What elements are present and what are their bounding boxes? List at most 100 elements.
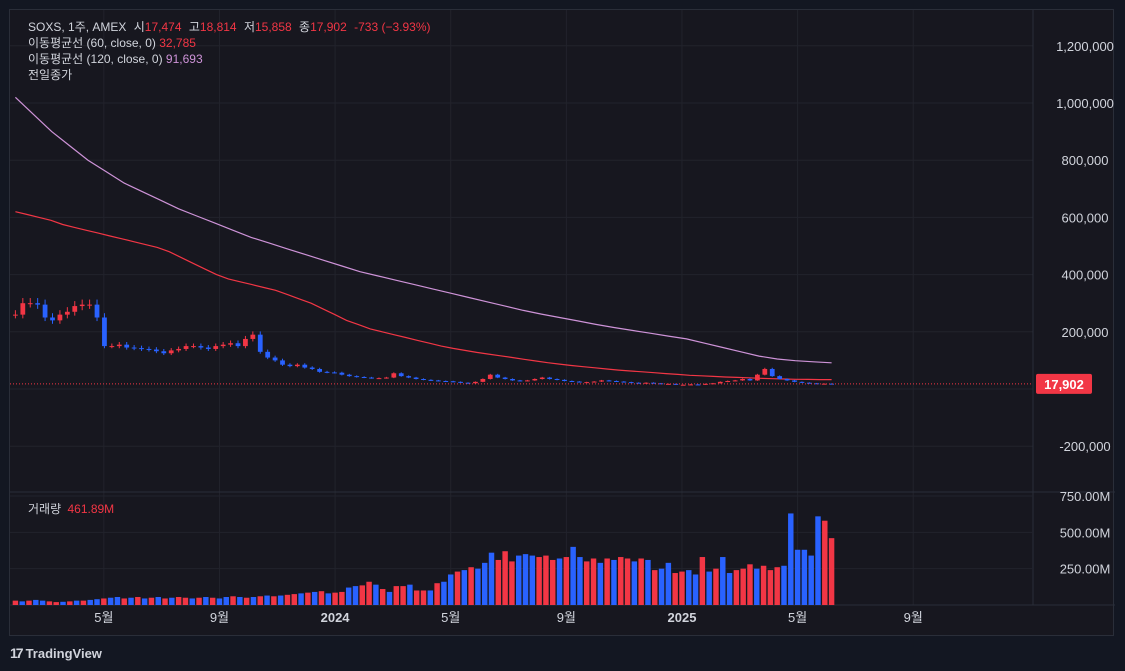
low-label: 저 [243,20,255,34]
time-tick-label: 5월 [441,610,460,625]
volume-bar [155,597,161,605]
candle-body [621,381,627,383]
volume-bar [298,593,304,605]
volume-bar [196,597,202,605]
volume-bar [284,594,291,605]
candle-body [243,338,248,347]
last-price-label: 17,902 [1044,377,1084,392]
volume-bar [189,598,195,605]
ma60-value: 32,785 [159,36,196,50]
volume-bar [754,568,760,605]
volume-bar [277,595,284,605]
volume-bar [345,587,352,605]
candle-body [250,334,256,339]
candle-body [20,303,26,315]
candle-body [443,380,449,382]
price-tick-label: 800,000 [1062,153,1109,168]
volume-bar [543,555,549,605]
candle-body [294,364,300,367]
volume-bar [135,597,141,605]
volume-bar [60,601,66,605]
candle-body [228,343,233,345]
candle-body [235,343,241,347]
volume-bar [53,602,59,605]
prev-close-legend[interactable]: 전일종가 [28,67,72,83]
volume-bar [318,591,325,605]
high-value: 18,814 [199,20,237,34]
volume-bar [828,538,835,605]
ma120-legend[interactable]: 이동평균선 (120, close, 0) 91,693 [28,51,203,67]
candle-body [814,383,820,385]
candle-body [614,380,619,382]
candle-body [450,381,456,383]
volume-bar [250,597,257,605]
volume-bar [447,574,454,605]
candle-body [153,349,159,352]
candle-body [139,348,144,350]
time-tick-label: 5월 [788,610,807,625]
volume-bar [107,597,114,605]
volume-bar [652,570,658,605]
volume-bar [441,581,447,605]
volume-bar [488,552,495,605]
candle-body [732,380,738,382]
candle-body [658,383,664,385]
candle-body [176,348,182,351]
volume-bar [788,513,794,605]
candle-body [628,382,634,384]
candle-body [495,374,501,378]
candle-body [168,350,174,354]
low-value: 15,858 [254,20,292,34]
chart-canvas[interactable]: 17,902 1,200,000 1,000,000 800,000 600,000 40… [10,10,1115,637]
volume-bar [162,598,168,605]
volume-bar [413,590,420,605]
candle-body [339,372,345,375]
candle-body [265,351,271,358]
volume-bar [556,558,563,605]
candle-body [740,378,745,381]
change-value: -733 (−3.93%) [354,20,431,34]
volume-bar [121,598,127,605]
volume-legend[interactable]: 거래량 461.89M [28,501,114,517]
candle-body [547,377,553,379]
ma60-legend[interactable]: 이동평균선 (60, close, 0) 32,785 [28,35,196,51]
volume-bar [87,599,93,605]
volume-bar [128,597,134,605]
candle-body [747,378,753,381]
candle-body [35,303,41,305]
volume-bar [733,570,740,605]
volume-bar [386,591,393,605]
candle-body [57,314,63,321]
time-tick-label: 9월 [904,610,923,625]
volume-bar [352,586,359,605]
symbol-text[interactable]: SOXS, 1주, AMEX [28,20,127,34]
volume-bar [148,597,155,605]
volume-bar [94,599,100,605]
volume-bar [597,562,604,605]
candle-body [183,346,189,349]
candle-body [665,383,671,385]
candle-body [280,360,285,365]
volume-bar [774,567,780,605]
volume-bar [311,591,318,605]
tradingview-brand[interactable]: 17 TradingView [10,645,102,661]
volume-bar [237,597,243,605]
volume-bar [26,600,32,605]
candle-body [777,376,783,379]
volume-bar [509,561,515,605]
volume-bar [209,597,216,605]
chart-frame[interactable]: 17,902 1,200,000 1,000,000 800,000 600,000 40… [9,9,1115,637]
candle-body [524,380,530,382]
volume-bar [475,568,481,605]
volume-bar [584,561,590,605]
candle-body [317,368,323,372]
volume-bar [379,589,386,605]
volume-bar [672,573,678,605]
candle-body [799,381,805,383]
candle-body [406,376,412,378]
ma120-value: 91,693 [165,52,203,66]
volume-bar [590,558,597,605]
volume-bar [169,597,175,605]
volume-bar [12,600,19,605]
high-label: 고 [188,20,200,34]
